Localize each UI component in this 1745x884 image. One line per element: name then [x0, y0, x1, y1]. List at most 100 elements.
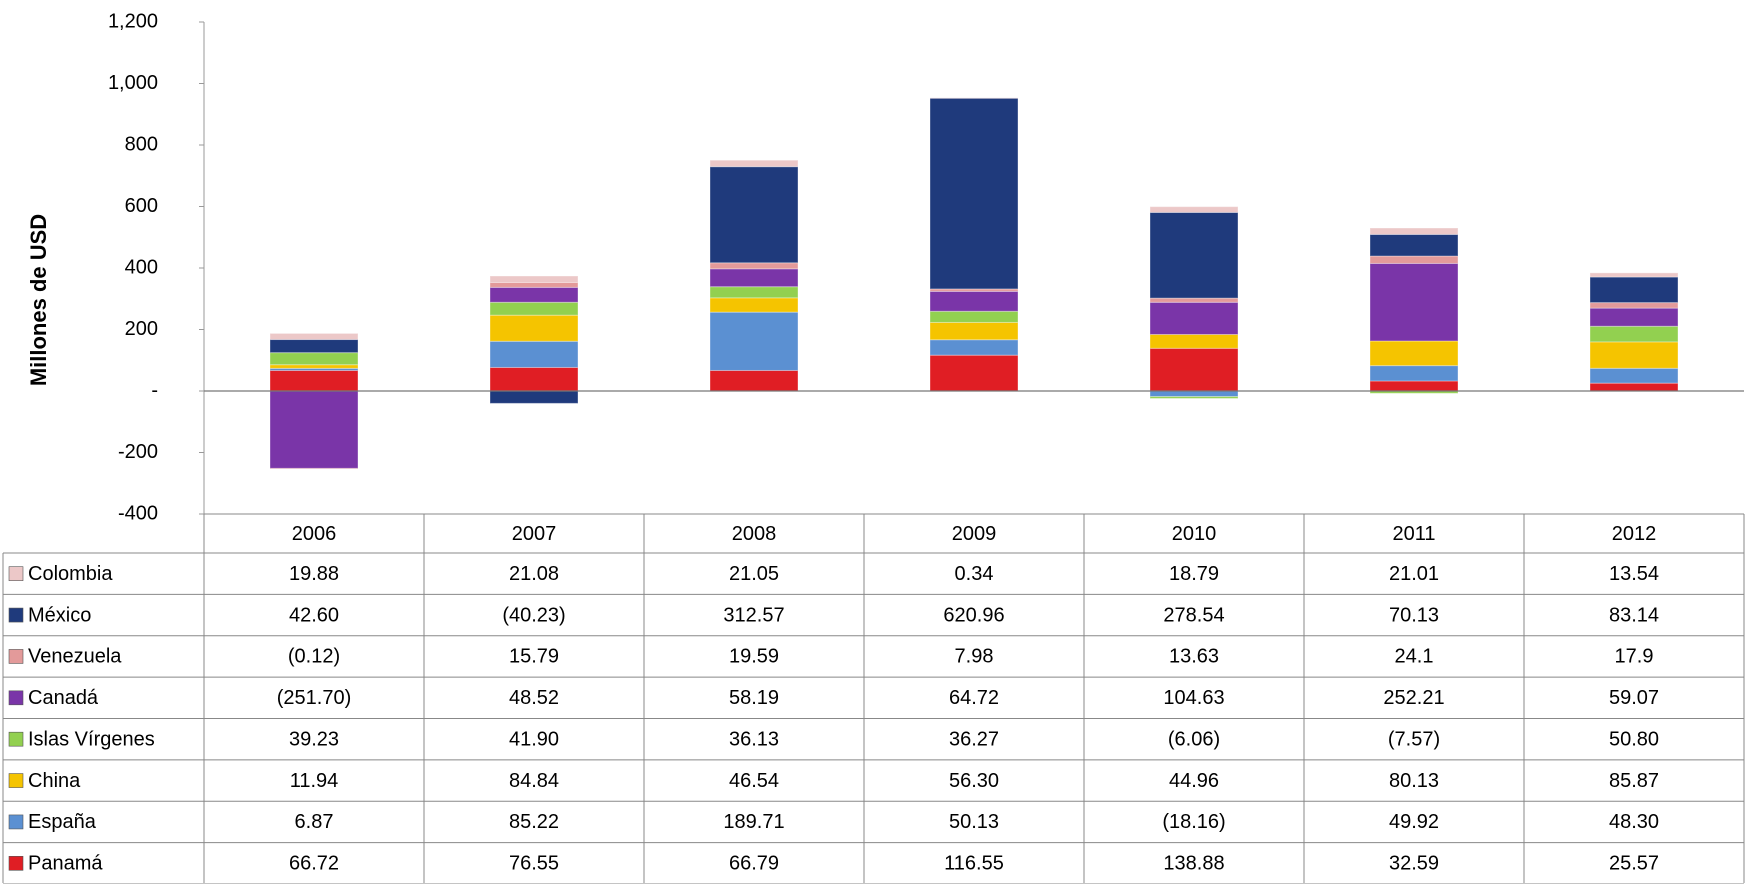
y-tick-label: -	[151, 379, 158, 401]
bar-segment	[269, 390, 359, 469]
bar-segment	[1589, 341, 1679, 369]
legend-swatch	[8, 607, 24, 623]
bar-segment	[1149, 206, 1239, 213]
legend-label: Colombia	[28, 563, 113, 585]
bar-segment	[489, 366, 579, 392]
bar-segment	[709, 159, 799, 168]
table-value: 17.9	[1615, 646, 1654, 668]
x-tick-label: 2007	[512, 523, 557, 545]
table-value: 66.72	[289, 853, 339, 875]
legend-label: España	[28, 811, 97, 833]
bar-segment	[929, 321, 1019, 341]
legend-swatch	[8, 690, 24, 706]
bar-segment	[709, 311, 799, 371]
table-value: 44.96	[1169, 770, 1219, 792]
bar-segment	[1369, 233, 1459, 257]
legend-label: China	[28, 770, 81, 792]
table-value: 66.79	[729, 853, 779, 875]
bar-segment	[1369, 340, 1459, 367]
table-value: 252.21	[1383, 687, 1444, 709]
table-value: 80.13	[1389, 770, 1439, 792]
x-tick-label: 2009	[952, 523, 997, 545]
legend-label: México	[28, 604, 91, 626]
y-tick-label: 200	[125, 318, 158, 340]
table-value: 0.34	[955, 563, 994, 585]
table-value: 6.87	[295, 811, 334, 833]
table-value: 21.01	[1389, 563, 1439, 585]
table-value: (40.23)	[502, 604, 565, 626]
table-value: 7.98	[955, 646, 994, 668]
bar-segment	[1589, 382, 1679, 392]
table-value: 84.84	[509, 770, 559, 792]
bar-segment	[1589, 325, 1679, 343]
table-value: 189.71	[723, 811, 784, 833]
bar-segment	[1589, 302, 1679, 309]
legend-label: Panamá	[28, 853, 103, 875]
table-value: 21.05	[729, 563, 779, 585]
bar-segment	[1149, 333, 1239, 349]
bar-segment	[489, 340, 579, 368]
legend-swatch	[8, 566, 24, 581]
bar-segment	[1149, 396, 1239, 399]
legend-label: Venezuela	[28, 646, 122, 668]
bar-segment	[269, 364, 359, 369]
bar-segment	[709, 369, 799, 392]
y-axis-label: Millones de USD	[26, 214, 51, 386]
bar-segment	[929, 97, 1019, 99]
table-value: 116.55	[944, 853, 1004, 875]
y-tick-label: 1,200	[108, 10, 158, 32]
table-value: 138.88	[1163, 853, 1224, 875]
bar-segment	[489, 275, 579, 284]
table-value: 85.87	[1609, 770, 1659, 792]
bar-segment	[1589, 367, 1679, 384]
bar-segment	[269, 339, 359, 354]
bar-segment	[709, 286, 799, 299]
y-tick-label: 800	[125, 133, 158, 155]
bar-segment	[489, 282, 579, 288]
bar-segment	[1149, 297, 1239, 303]
bar-segment	[269, 467, 359, 470]
table-value: 104.63	[1163, 687, 1224, 709]
x-tick-label: 2008	[732, 523, 777, 545]
bar-segment	[929, 310, 1019, 323]
legend-swatch	[8, 649, 24, 664]
bar-segment	[1149, 301, 1239, 335]
table-value: 59.07	[1609, 687, 1659, 709]
bar-segment	[709, 262, 799, 270]
x-tick-label: 2006	[292, 523, 337, 545]
table-value: 36.27	[949, 728, 999, 750]
table-value: 48.30	[1609, 811, 1659, 833]
bar-segment	[1369, 262, 1459, 342]
table-value: 39.23	[289, 728, 339, 750]
table-value: 41.90	[509, 728, 559, 750]
table-value: (7.57)	[1388, 728, 1440, 750]
table-value: (251.70)	[277, 687, 352, 709]
table-value: 278.54	[1163, 604, 1224, 626]
table-value: 25.57	[1609, 853, 1659, 875]
legend-swatch	[8, 731, 24, 747]
bar-segment	[1589, 272, 1679, 278]
bar-segment	[1149, 390, 1239, 398]
table-value: 70.13	[1389, 604, 1439, 626]
table-value: 76.55	[509, 853, 559, 875]
bar-segment	[269, 369, 359, 392]
table-value: 15.79	[509, 646, 559, 668]
table-value: 85.22	[509, 811, 559, 833]
table-value: 21.08	[509, 563, 559, 585]
bar-segment	[269, 332, 359, 341]
legend-swatch	[8, 856, 24, 871]
bar-segment	[1369, 227, 1459, 235]
table-value: 11.94	[290, 770, 339, 792]
table-value: 19.59	[729, 646, 779, 668]
table-value: (6.06)	[1168, 728, 1220, 750]
bar-segment	[929, 290, 1019, 312]
bar-segment	[1149, 347, 1239, 392]
table-value: 13.54	[1609, 563, 1659, 585]
y-tick-label: -400	[118, 502, 158, 524]
table-value: 50.80	[1609, 728, 1659, 750]
bar-segment	[1369, 255, 1459, 264]
table-value: 312.57	[723, 604, 784, 626]
table-value: 42.60	[289, 604, 339, 626]
bar-segment	[489, 301, 579, 316]
